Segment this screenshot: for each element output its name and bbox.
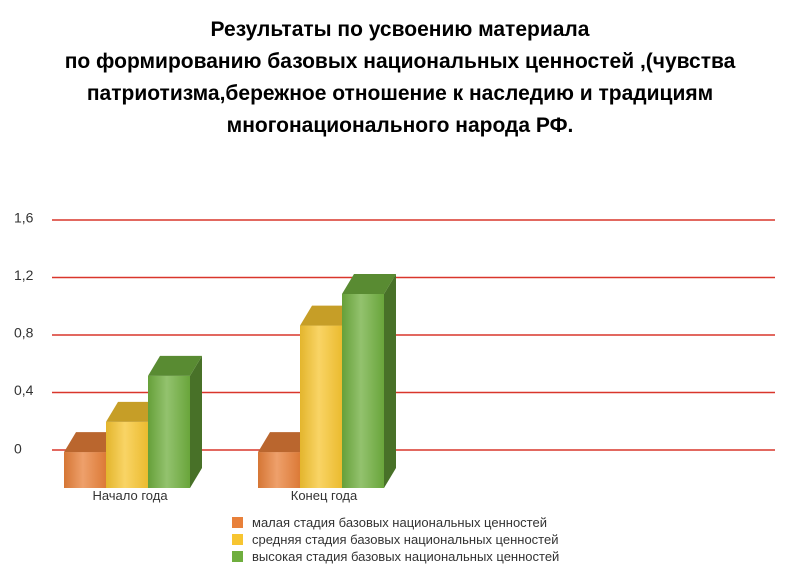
bar-top <box>300 305 354 326</box>
chart-title-line: по формированию базовых национальных цен… <box>64 50 736 73</box>
legend-item-high: высокая стадия базовых национальных ценн… <box>232 548 559 564</box>
y-tick-label: 0 <box>14 441 22 457</box>
bar-top <box>64 432 118 453</box>
legend-label-high: высокая стадия базовых национальных ценн… <box>252 548 560 564</box>
bar <box>300 325 342 488</box>
y-tick-label: 0,4 <box>14 382 34 398</box>
x-tick-label: Конец года <box>291 488 358 503</box>
bar <box>106 421 148 488</box>
legend: малая стадия базовых национальных ценнос… <box>232 514 559 565</box>
legend-item-low: малая стадия базовых национальных ценнос… <box>232 514 559 530</box>
bar-side <box>384 273 396 488</box>
bar-top <box>148 355 202 376</box>
chart-title-line: Результаты по усвоению материала <box>210 18 590 41</box>
bar <box>258 452 300 488</box>
y-tick-label: 1,2 <box>14 267 34 283</box>
bar <box>64 452 106 488</box>
bar-top <box>258 432 312 453</box>
y-tick-label: 0,8 <box>14 325 34 341</box>
bar-side <box>190 355 202 488</box>
chart-title-line: многонационального народа РФ. <box>226 114 574 137</box>
legend-label-low: малая стадия базовых национальных ценнос… <box>252 514 547 530</box>
bar <box>342 293 384 488</box>
bar-top <box>342 273 396 294</box>
chart-title: Результаты по усвоению материала по форм… <box>0 14 800 142</box>
legend-label-medium: средняя стадия базовых национальных ценн… <box>252 531 559 547</box>
chart-title-line: патриотизма,бережное отношение к наследи… <box>86 82 714 105</box>
y-tick-label: 1,6 <box>14 210 34 226</box>
legend-swatch-low <box>232 516 243 528</box>
legend-item-medium: средняя стадия базовых национальных ценн… <box>232 531 559 547</box>
legend-swatch-high <box>232 550 243 562</box>
bar-top <box>106 401 160 422</box>
bar <box>148 375 190 488</box>
x-tick-label: Начало года <box>92 488 168 503</box>
legend-swatch-medium <box>232 533 243 545</box>
